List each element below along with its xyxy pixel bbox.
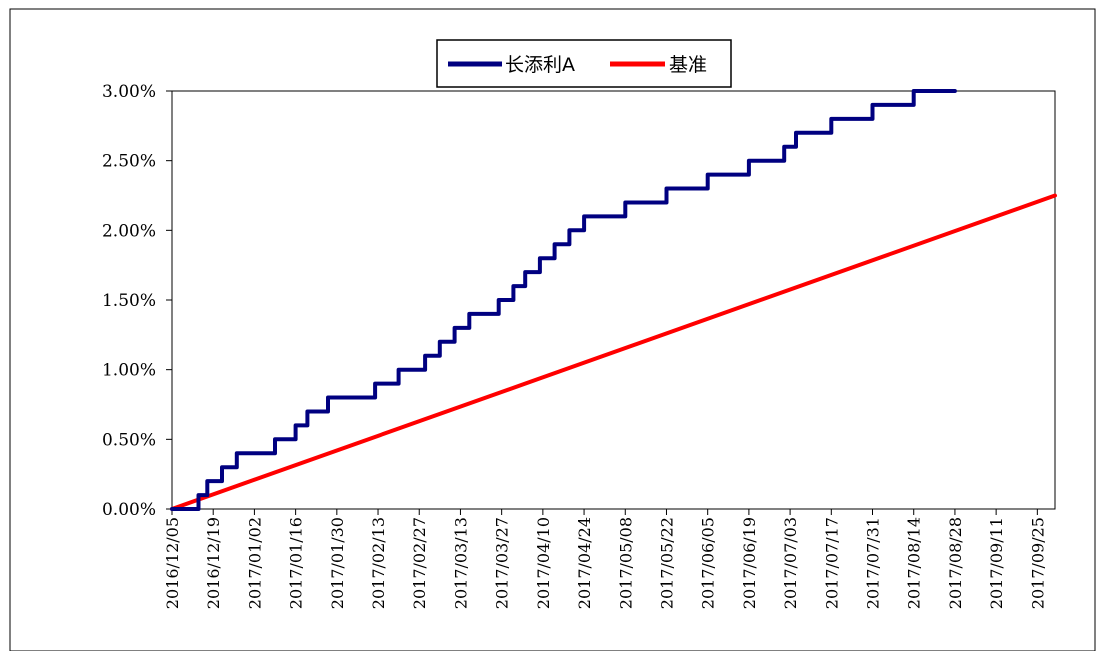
x-tick-label: 2017/05/08 (616, 517, 635, 609)
plot-area (171, 90, 1056, 510)
y-tick-label: 1.50% (102, 291, 156, 311)
y-tick-label: 0.00% (102, 500, 156, 520)
y-tick-label: 3.00% (102, 82, 156, 102)
series-layer (170, 89, 1057, 511)
x-tick-label: 2017/04/10 (534, 517, 553, 609)
y-tick-label: 2.00% (102, 221, 156, 241)
x-tick-label: 2017/09/11 (987, 517, 1006, 609)
series-line-2 (170, 193, 1057, 511)
x-tick-label: 2017/03/13 (451, 517, 470, 609)
x-tick-label: 2017/02/27 (410, 517, 429, 609)
x-tick-label: 2017/07/17 (822, 517, 841, 609)
x-tick-label: 2017/01/16 (287, 517, 306, 609)
y-axis: 0.00% 0.50% 1.00% 1.50% 2.00% 2.50% 3.00% (102, 82, 172, 520)
legend-label-series-1: 长添利A (505, 54, 575, 76)
x-tick-label: 2017/02/13 (369, 517, 388, 609)
x-tick-label: 2017/01/30 (328, 517, 347, 609)
x-tick-label: 2017/07/31 (864, 517, 883, 609)
x-tick-label: 2017/09/25 (1028, 517, 1047, 609)
x-axis: 2016/12/05 2016/12/19 2017/01/02 2017/01/16… (163, 509, 1047, 609)
x-tick-label: 2017/04/24 (575, 517, 594, 609)
x-tick-label: 2017/05/22 (657, 517, 676, 609)
x-tick-label: 2017/06/19 (740, 517, 759, 609)
x-tick-label: 2017/07/03 (781, 517, 800, 609)
x-tick-label: 2017/03/27 (493, 517, 512, 609)
x-tick-label: 2017/06/05 (699, 517, 718, 609)
x-tick-label: 2017/08/14 (905, 517, 924, 609)
legend: 长添利A 基准 (436, 39, 732, 88)
x-tick-label: 2017/08/28 (946, 517, 965, 609)
y-tick-label: 1.00% (102, 361, 156, 381)
legend-label-series-2: 基准 (669, 54, 707, 76)
y-tick-label: 0.50% (102, 430, 156, 450)
y-tick-label: 2.50% (102, 152, 156, 172)
x-tick-label: 2016/12/05 (163, 517, 182, 609)
x-tick-label: 2017/01/02 (245, 517, 264, 609)
series-line-1 (170, 89, 957, 511)
x-tick-label: 2016/12/19 (204, 517, 223, 609)
